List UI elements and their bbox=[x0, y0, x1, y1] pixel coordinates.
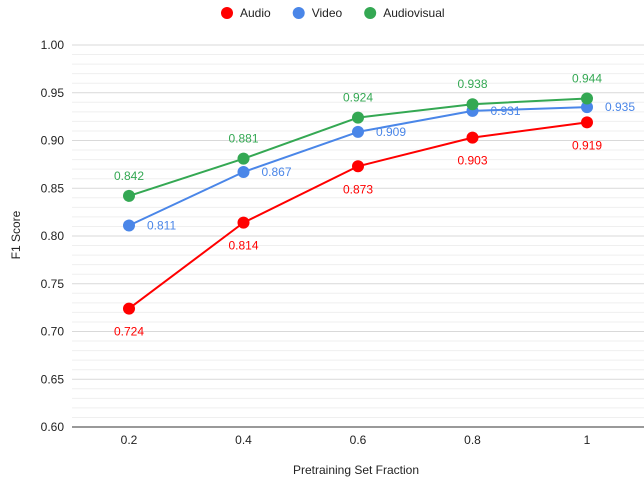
x-tick-label: 0.4 bbox=[235, 433, 252, 447]
legend: Audio Video Audiovisual bbox=[221, 6, 445, 20]
y-axis-title: F1 Score bbox=[9, 210, 23, 259]
video-data-label: 0.811 bbox=[147, 218, 176, 232]
y-tick-label: 1.00 bbox=[41, 38, 65, 52]
audio-data-label: 0.903 bbox=[457, 154, 487, 168]
video-data-point bbox=[237, 166, 250, 179]
audiovisual-legend-marker bbox=[364, 7, 377, 19]
audio-data-label: 0.724 bbox=[114, 325, 144, 339]
audio-legend-label: Audio bbox=[240, 6, 271, 20]
x-tick-label: 0.8 bbox=[464, 433, 481, 447]
x-tick-label: 0.2 bbox=[121, 433, 138, 447]
video-legend-label: Video bbox=[312, 6, 343, 20]
audio-data-point bbox=[352, 160, 364, 173]
audiovisual-data-label: 0.924 bbox=[343, 91, 373, 105]
video-data-label: 0.931 bbox=[491, 104, 521, 118]
x-tick-label: 0.6 bbox=[350, 433, 367, 447]
audio-data-point bbox=[581, 116, 593, 129]
audio-data-label: 0.919 bbox=[572, 138, 602, 152]
x-axis-title: Pretraining Set Fraction bbox=[293, 463, 419, 477]
video-data-label: 0.909 bbox=[376, 125, 406, 139]
audio-data-point bbox=[123, 302, 135, 315]
audio-legend-marker bbox=[221, 7, 233, 19]
audiovisual-data-point bbox=[123, 189, 135, 202]
audiovisual-legend-label: Audiovisual bbox=[383, 6, 444, 20]
video-data-label: 0.867 bbox=[262, 165, 292, 179]
audiovisual-data-point bbox=[466, 98, 479, 111]
audiovisual-data-label: 0.881 bbox=[228, 132, 258, 146]
x-tick-label: 1 bbox=[584, 433, 591, 447]
audiovisual-data-point bbox=[237, 152, 250, 165]
video-data-point bbox=[581, 101, 593, 114]
y-tick-label: 0.75 bbox=[41, 277, 65, 291]
video-data-point bbox=[123, 219, 135, 232]
audio-data-label: 0.873 bbox=[343, 182, 373, 196]
y-tick-label: 0.90 bbox=[41, 134, 65, 148]
audio-data-point bbox=[466, 131, 479, 144]
audiovisual-data-label: 0.944 bbox=[572, 71, 602, 85]
audiovisual-data-label: 0.938 bbox=[457, 77, 487, 91]
audiovisual-data-label: 0.842 bbox=[114, 169, 144, 183]
audiovisual-data-point bbox=[352, 111, 364, 124]
video-data-point bbox=[352, 125, 364, 138]
video-legend-marker bbox=[292, 7, 305, 19]
audiovisual-data-point bbox=[581, 92, 593, 105]
axes: F1 Score Pretraining Set Fraction 0.60 0.… bbox=[9, 38, 591, 477]
y-tick-label: 0.85 bbox=[41, 181, 65, 195]
audio-data-label: 0.814 bbox=[228, 239, 258, 253]
audio-data-point bbox=[237, 216, 250, 229]
series-layer bbox=[123, 92, 593, 315]
y-tick-label: 0.70 bbox=[41, 325, 65, 339]
data-labels: 0.724 0.814 0.873 0.903 0.919 0.811 0.867 0.909… bbox=[114, 71, 635, 338]
y-tick-label: 0.80 bbox=[41, 229, 65, 243]
video-data-label: 0.935 bbox=[605, 100, 635, 114]
y-tick-label: 0.95 bbox=[41, 86, 65, 100]
y-tick-label: 0.65 bbox=[41, 372, 65, 386]
y-tick-label: 0.60 bbox=[41, 420, 65, 434]
